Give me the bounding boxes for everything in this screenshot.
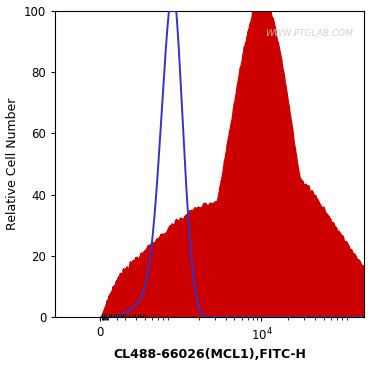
Y-axis label: Relative Cell Number: Relative Cell Number: [6, 98, 18, 230]
X-axis label: CL488-66026(MCL1),FITC-H: CL488-66026(MCL1),FITC-H: [114, 348, 306, 361]
Text: WWW.PTGLAB.COM: WWW.PTGLAB.COM: [266, 29, 353, 38]
